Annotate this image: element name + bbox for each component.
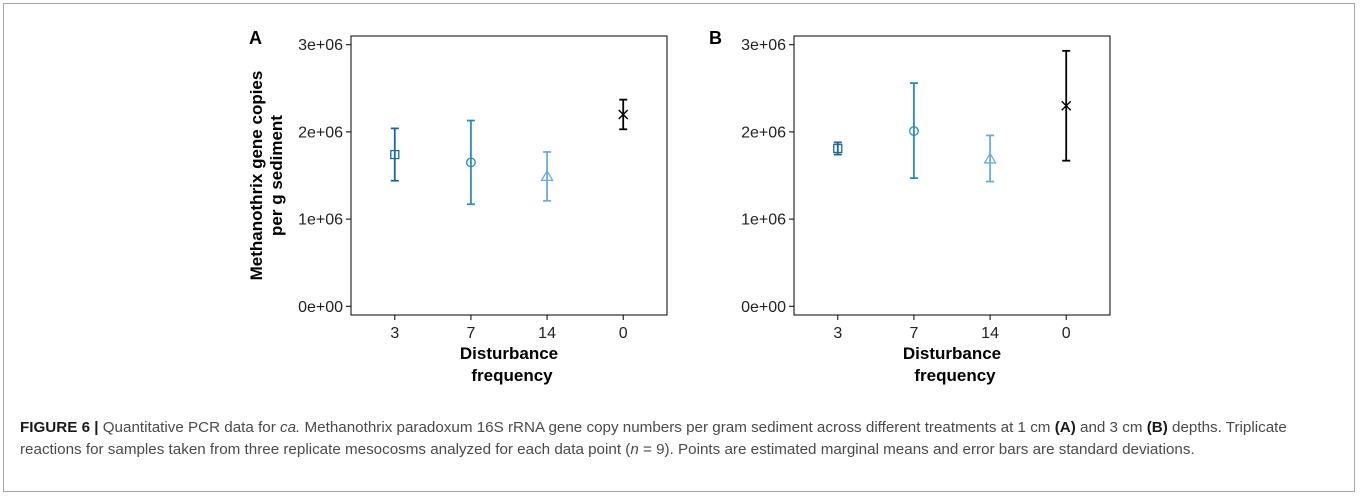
y-axis-label-line1: Methanothrix gene copies — [247, 71, 266, 281]
caption-text-3: and 3 cm — [1075, 419, 1147, 436]
x-tick-label: 14 — [538, 325, 556, 342]
y-tick-label: 0e+00 — [741, 299, 786, 316]
y-tick-label: 3e+06 — [741, 37, 786, 54]
point-circle — [465, 157, 476, 168]
point-x-stroke2 — [1061, 100, 1072, 111]
x-axis-label-line2: frequency — [471, 366, 553, 385]
x-tick-label: 0 — [619, 325, 628, 342]
y-tick-label: 0e+00 — [298, 299, 343, 316]
caption-italic-n: n — [630, 441, 639, 458]
x-axis-label-line1: Disturbance — [903, 344, 1001, 363]
panel-a: A 0e+00 1e+06 2e+06 3e+06 3 7 14 0 Disturbance fre… — [247, 28, 668, 385]
x-tick-label: 0 — [1062, 325, 1071, 342]
caption-text-5: = 9). Points are estimated marginal mean… — [638, 441, 1195, 458]
panel-label: A — [249, 28, 262, 48]
caption-bold-b: (B) — [1146, 419, 1168, 436]
y-tick-label: 3e+06 — [298, 37, 343, 54]
caption-figure-label: FIGURE 6 | — [20, 419, 99, 436]
x-axis-label-line2: frequency — [914, 366, 996, 385]
caption-italic-ca: ca. — [280, 419, 301, 436]
point-x-stroke2 — [618, 109, 629, 120]
x-axis-label-line1: Disturbance — [460, 344, 558, 363]
point-square — [390, 149, 400, 160]
x-tick-label: 3 — [833, 325, 842, 342]
plot-border — [793, 35, 1111, 316]
caption-bold-a: (A) — [1054, 419, 1076, 436]
point-triangle — [540, 169, 554, 182]
point-square — [833, 143, 843, 154]
y-tick-label: 2e+06 — [298, 124, 343, 141]
caption-text-2: Methanothrix paradoxum 16S rRNA gene cop… — [300, 419, 1055, 436]
x-tick-label: 14 — [981, 325, 999, 342]
x-tick-label: 3 — [390, 325, 399, 342]
y-axis-label-line2: per g sediment — [267, 115, 286, 236]
x-tick-label: 7 — [466, 325, 475, 342]
point-circle — [908, 126, 919, 136]
plot-border — [350, 35, 668, 316]
figure-frame — [3, 3, 1355, 492]
caption-text-4: depths. Triplicate reactions for samples… — [20, 419, 1287, 458]
point-triangle — [983, 152, 997, 164]
x-tick-label: 7 — [909, 325, 918, 342]
panel-b: B 0e+00 1e+06 2e+06 3e+06 3 7 14 0 Disturbance fre… — [709, 28, 1111, 385]
caption-text-1: Quantitative PCR data for — [98, 419, 281, 436]
panel-label: B — [709, 28, 722, 48]
y-tick-label: 1e+06 — [298, 212, 343, 229]
y-tick-label: 2e+06 — [741, 124, 786, 141]
y-tick-label: 1e+06 — [741, 212, 786, 229]
figure-caption: FIGURE 6 | Quantitative PCR data for ca.… — [20, 417, 1340, 461]
